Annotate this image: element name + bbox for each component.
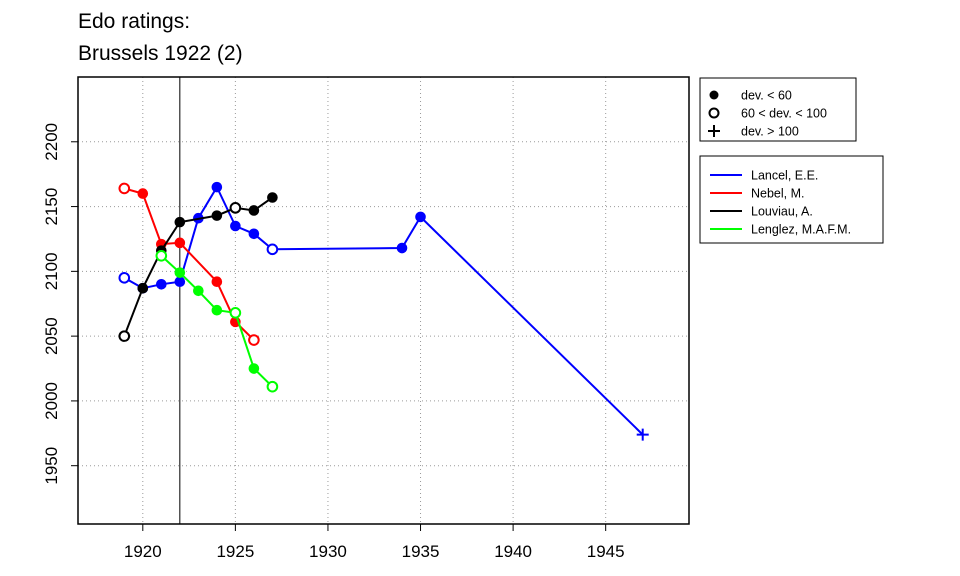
data-point — [118, 330, 131, 342]
data-point — [266, 243, 279, 256]
legend-label: Lenglez, M.A.F.M. — [751, 223, 851, 237]
data-point — [230, 220, 241, 232]
data-point — [174, 216, 186, 228]
data-point — [248, 363, 260, 374]
data-point — [266, 380, 279, 393]
plot-frame — [77, 76, 690, 525]
legend-label: Lancel, E.E. — [751, 169, 818, 183]
data-point — [156, 279, 167, 290]
x-tick-label: 1940 — [494, 542, 532, 561]
data-point — [211, 210, 223, 221]
x-tick-label: 1920 — [124, 542, 162, 561]
y-tick-label: 2150 — [42, 188, 61, 226]
data-point — [229, 202, 242, 214]
y-tick-label: 1950 — [42, 447, 61, 485]
chart-title-line-1: Edo ratings: — [78, 10, 191, 33]
legend-label: Nebel, M. — [751, 187, 805, 201]
y-tick-label: 2050 — [42, 317, 61, 355]
data-point — [174, 237, 186, 249]
y-tick-label: 2000 — [42, 382, 61, 420]
data-point — [137, 188, 149, 199]
y-tick-label: 2100 — [42, 252, 61, 290]
data-point — [137, 282, 149, 294]
series-line — [123, 184, 644, 436]
data-point — [636, 428, 649, 441]
data-point — [118, 272, 131, 284]
data-point — [229, 307, 242, 319]
data-point — [248, 334, 260, 346]
legend-symbol — [708, 107, 720, 119]
data-point — [174, 267, 186, 278]
data-point — [248, 228, 260, 240]
data-point — [193, 285, 204, 297]
data-point — [415, 211, 426, 223]
x-tick-label: 1930 — [309, 542, 347, 561]
data-point — [211, 276, 223, 288]
data-point — [396, 242, 408, 254]
data-point — [155, 250, 168, 262]
legend-symbol — [709, 90, 719, 100]
series-group — [118, 182, 260, 346]
chart-title-line-2: Brussels 1922 (2) — [78, 42, 243, 65]
data-point — [174, 276, 186, 288]
marker-legend-box — [699, 77, 857, 142]
legend-label: 60 < dev. < 100 — [741, 107, 827, 121]
data-point — [211, 304, 223, 316]
y-tick-label: 2200 — [42, 123, 61, 161]
data-point — [118, 182, 131, 195]
legend-label: dev. > 100 — [741, 125, 799, 139]
series-line — [123, 196, 273, 337]
data-point — [248, 205, 260, 216]
legend-label: Louviau, A. — [751, 205, 813, 219]
x-tick-label: 1935 — [402, 542, 440, 561]
data-point — [267, 192, 278, 203]
series-group — [155, 250, 279, 393]
x-tick-label: 1925 — [216, 542, 254, 561]
x-tick-label: 1945 — [587, 542, 625, 561]
series-group — [118, 181, 649, 441]
series-group — [118, 192, 278, 342]
legend-label: dev. < 60 — [741, 89, 792, 103]
legend-symbol — [708, 125, 720, 137]
data-point — [211, 181, 223, 193]
